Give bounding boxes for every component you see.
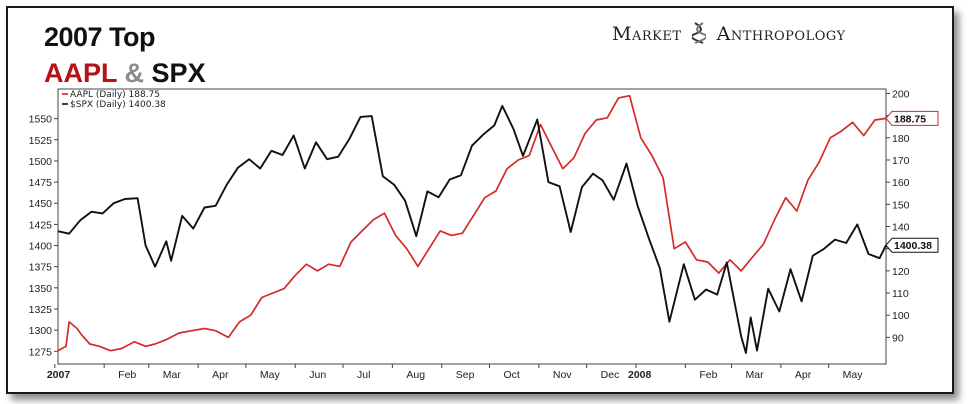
left-axis-tick-label: 1325 (29, 304, 53, 316)
right-axis-tick-label: 120 (892, 266, 910, 278)
chart-subline: AAPL & SPX (44, 58, 206, 89)
headline-text: 2007 Top (44, 22, 156, 52)
left-axis-tick-label: 1375 (29, 262, 53, 274)
x-axis-tick-label: Jun (309, 369, 326, 381)
right-axis-tick-label: 160 (892, 177, 910, 189)
x-axis-tick-label: May (260, 369, 281, 381)
last-value-box (885, 110, 939, 126)
x-axis-tick-label: 2007 (47, 369, 71, 381)
x-axis-tick-label: May (843, 369, 864, 381)
x-axis-tick-label: Feb (699, 369, 717, 381)
dna-helix-icon (690, 22, 708, 45)
legend-entry: AAPL (Daily) 188.75 (70, 90, 160, 100)
right-axis-tick-label: 200 (892, 88, 910, 100)
x-axis-tick-label: Mar (746, 369, 765, 381)
right-axis-tick-label: 180 (892, 133, 910, 145)
series-line-spx (57, 104, 887, 354)
left-axis-tick-label: 1400 (29, 241, 53, 253)
left-axis-tick-label: 1275 (29, 346, 53, 358)
x-axis-tick-label: Apr (212, 369, 229, 381)
x-axis-tick-label: Feb (118, 369, 136, 381)
left-axis-tick-label: 1300 (29, 325, 53, 337)
plot-area (57, 88, 887, 365)
right-axis-tick-label: 110 (892, 288, 909, 300)
left-axis-tick-label: 1425 (29, 219, 53, 231)
left-axis-tick-label: 1525 (29, 135, 53, 147)
right-axis-tick-label: 100 (892, 310, 910, 322)
right-axis-tick-label: 170 (892, 155, 910, 167)
subline-aapl: AAPL (44, 58, 118, 88)
right-axis-tick-label: 90 (892, 332, 904, 344)
right-axis-tick-label: 150 (892, 199, 910, 211)
last-value-label: 188.75 (894, 113, 926, 125)
x-axis-tick-label: 2008 (628, 369, 652, 381)
last-value-label: 1400.38 (894, 240, 932, 252)
subline-ampersand: & (124, 58, 145, 88)
x-axis-tick-label: Jul (357, 369, 370, 381)
brand-word-left: Market (612, 23, 682, 45)
right-axis-tick-label: 140 (892, 222, 910, 234)
left-axis-tick-label: 1550 (29, 114, 53, 126)
left-axis-tick-label: 1475 (29, 177, 53, 189)
x-axis-tick-label: Nov (553, 369, 572, 381)
x-axis-tick-label: Mar (163, 369, 182, 381)
brand-logo: Market Anthropology (612, 22, 846, 45)
series-line-aapl (57, 94, 887, 352)
legend-entry: $SPX (Daily) 1400.38 (70, 100, 166, 110)
x-axis-tick-label: Dec (601, 369, 620, 381)
last-value-box (885, 237, 939, 253)
x-axis-tick-label: Oct (504, 369, 520, 381)
left-axis-tick-label: 1500 (29, 156, 53, 168)
brand-word-right: Anthropology (716, 23, 846, 45)
left-axis-tick-label: 1350 (29, 283, 53, 295)
left-axis-tick-label: 1450 (29, 198, 53, 210)
chart-headline: 2007 Top (44, 22, 156, 53)
subline-spx: SPX (151, 58, 206, 88)
x-axis-tick-label: Aug (406, 369, 425, 381)
x-axis-tick-label: Sep (456, 369, 475, 381)
x-axis-tick-label: Apr (795, 369, 812, 381)
